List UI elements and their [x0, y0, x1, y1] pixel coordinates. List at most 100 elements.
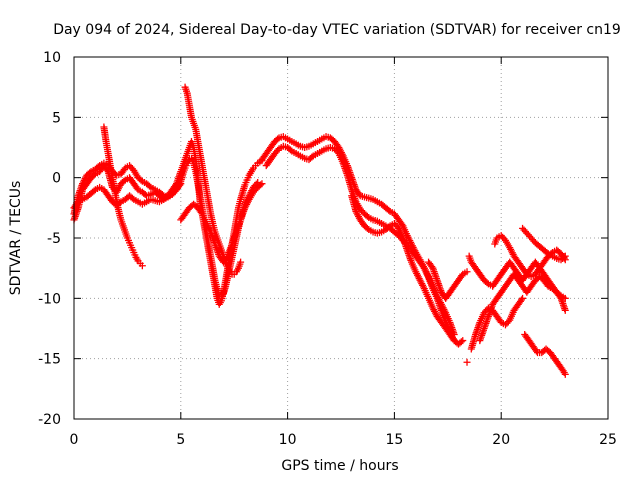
data-point-marker	[435, 315, 443, 323]
data-point-marker	[149, 185, 157, 193]
series-track-k	[463, 358, 471, 366]
data-point-marker	[504, 279, 512, 287]
data-point-marker	[537, 274, 545, 282]
data-point-marker	[307, 141, 315, 149]
data-point-marker	[362, 211, 370, 219]
data-point-marker	[114, 206, 122, 214]
data-point-marker	[343, 170, 351, 178]
data-point-marker	[407, 256, 415, 264]
data-point-marker	[375, 218, 383, 226]
series-track-n	[476, 270, 569, 345]
data-point-marker	[527, 340, 535, 348]
data-point-marker	[213, 283, 221, 291]
data-point-marker	[457, 338, 465, 346]
data-point-marker	[550, 286, 558, 294]
data-point-marker	[187, 111, 195, 119]
axis-ticks	[73, 56, 609, 420]
data-point-marker	[482, 277, 490, 285]
series-track-g	[258, 133, 458, 345]
data-point-marker	[236, 197, 244, 205]
data-point-marker	[427, 261, 435, 269]
data-point-marker	[127, 193, 135, 201]
y-tick-label: 5	[52, 110, 61, 126]
data-point-marker	[332, 146, 340, 154]
data-point-marker	[375, 229, 383, 237]
data-point-marker	[194, 135, 202, 143]
data-point-marker	[246, 169, 254, 177]
data-point-marker	[269, 140, 277, 148]
data-point-marker	[131, 251, 139, 259]
data-point-marker	[78, 181, 86, 189]
data-point-marker	[89, 172, 97, 180]
data-point-marker	[196, 148, 204, 156]
data-point-marker	[428, 302, 436, 310]
data-point-marker	[480, 326, 488, 334]
data-point-marker	[479, 311, 487, 319]
data-point-marker	[484, 314, 492, 322]
data-point-marker	[358, 192, 366, 200]
data-point-marker	[362, 223, 370, 231]
data-point-marker	[558, 255, 566, 263]
series-track-h	[262, 142, 458, 339]
data-point-marker	[358, 219, 366, 227]
data-point-marker	[216, 299, 224, 307]
data-point-marker	[548, 352, 556, 360]
data-point-marker	[191, 201, 199, 209]
data-point-marker	[244, 174, 252, 182]
data-point-marker	[272, 148, 280, 156]
data-point-marker	[559, 293, 567, 301]
data-point-marker	[198, 202, 206, 210]
data-point-marker	[124, 236, 132, 244]
data-point-marker	[196, 190, 204, 198]
data-point-marker	[178, 172, 186, 180]
data-point-marker	[308, 153, 316, 161]
x-tick-label: 5	[176, 432, 185, 448]
data-point-marker	[512, 303, 520, 311]
series-track-q	[521, 331, 569, 378]
data-point-marker	[176, 181, 184, 189]
data-point-marker	[180, 166, 188, 174]
data-point-marker	[286, 146, 294, 154]
data-point-marker	[212, 232, 220, 240]
data-point-marker	[445, 317, 453, 325]
data-points	[70, 83, 569, 378]
data-point-marker	[448, 334, 456, 342]
data-point-marker	[463, 358, 471, 366]
data-point-marker	[89, 188, 97, 196]
data-point-marker	[189, 157, 197, 165]
data-point-marker	[175, 183, 183, 191]
data-point-marker	[281, 134, 289, 142]
data-point-marker	[236, 260, 244, 268]
data-point-marker	[84, 170, 92, 178]
data-point-marker	[149, 196, 157, 204]
data-point-marker	[411, 266, 419, 274]
data-point-marker	[272, 136, 280, 144]
data-point-marker	[206, 250, 214, 258]
data-point-marker	[132, 183, 140, 191]
data-point-marker	[414, 255, 422, 263]
data-point-marker	[495, 273, 503, 281]
data-point-marker	[104, 148, 112, 156]
data-point-marker	[145, 182, 153, 190]
data-point-marker	[274, 146, 282, 154]
data-point-marker	[371, 217, 379, 225]
data-point-marker	[228, 255, 236, 263]
data-point-marker	[553, 358, 561, 366]
data-point-marker	[333, 140, 341, 148]
data-point-marker	[529, 279, 537, 287]
data-point-marker	[225, 266, 233, 274]
data-point-marker	[120, 177, 128, 185]
data-point-marker	[269, 153, 277, 161]
data-point-marker	[524, 231, 532, 239]
data-point-marker	[217, 244, 225, 252]
data-point-marker	[240, 183, 248, 191]
data-point-marker	[223, 262, 231, 270]
data-point-marker	[333, 148, 341, 156]
data-point-marker	[516, 297, 524, 305]
data-point-marker	[491, 309, 499, 317]
data-point-marker	[474, 267, 482, 275]
data-point-marker	[119, 167, 127, 175]
chart-title: Day 094 of 2024, Sidereal Day-to-day VTE…	[53, 22, 621, 38]
data-point-marker	[264, 159, 272, 167]
data-point-marker	[215, 290, 223, 298]
